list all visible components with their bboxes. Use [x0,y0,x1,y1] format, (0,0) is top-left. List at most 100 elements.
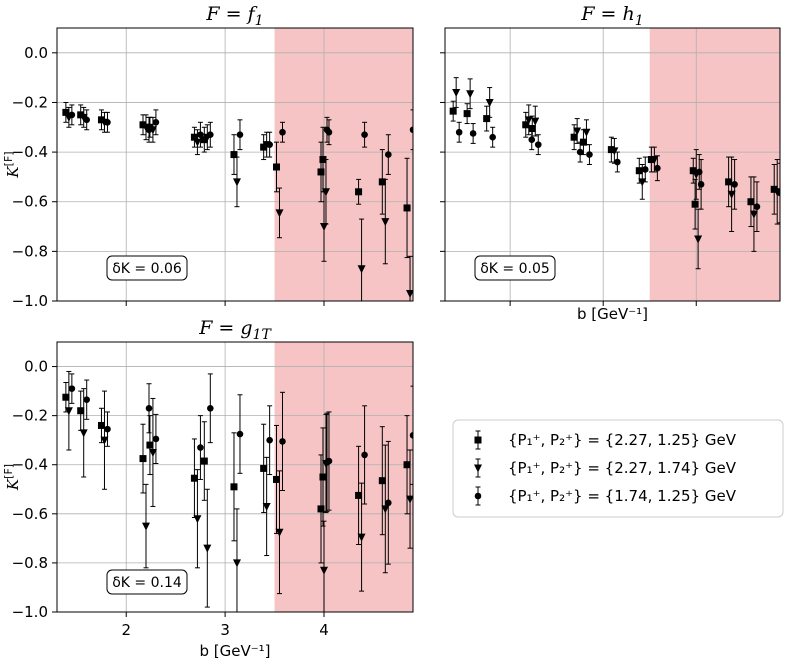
marker-circle [361,131,368,139]
marker-triangle-down [357,533,366,542]
marker-square [97,421,105,429]
marker-triangle-down [381,505,390,514]
marker-circle [409,431,413,439]
marker-square [260,464,268,472]
marker-circle [697,181,705,188]
legend-marker-triangle-down [474,464,482,473]
legend-marker-circle [474,492,482,500]
marker-triangle-down [638,178,647,187]
marker-square [190,133,198,141]
y-tick-label: 0.0 [24,44,48,62]
marker-circle [586,151,593,158]
marker-square [403,204,411,212]
marker-circle [325,457,333,465]
x-axis-label: b [GeV⁻¹] [199,642,270,660]
marker-square [355,188,363,196]
y-tick-label: −1.0 [12,292,48,310]
marker-circle [455,128,463,136]
marker-square [260,143,268,151]
shaded-region [649,28,780,301]
marker-triangle-down [406,290,413,299]
delta-k-label: δK = 0.06 [112,261,182,277]
marker-triangle-down [524,116,533,125]
delta-k-label: δK = 0.14 [112,575,182,591]
marker-triangle-down [275,209,284,218]
marker-circle [731,181,738,188]
marker-triangle-down [320,566,328,575]
legend: {P₁⁺, P₂⁺} = {2.27, 1.25} GeV {P₁⁺, P₂⁺} … [452,419,784,518]
marker-square [355,491,363,499]
marker-circle [385,151,392,158]
axes-frame [444,27,781,302]
marker-square [146,441,154,449]
marker-square [317,505,325,513]
marker-circle [361,451,368,459]
marker-triangle-down [203,544,212,553]
delta-k-box [106,255,188,281]
legend-marker-square [474,436,482,444]
marker-triangle-down [727,190,736,199]
marker-square [528,125,536,133]
legend-label: {P₁⁺, P₂⁺} = {2.27, 1.74} GeV [508,459,737,477]
marker-triangle-down [573,127,582,136]
marker-square [200,457,208,465]
y-tick-label: −0.4 [12,456,48,474]
marker-circle [528,136,536,143]
marker-square [378,477,386,485]
marker-circle [83,116,90,124]
marker-square [62,108,70,116]
marker-triangle-down [275,528,284,537]
legend-frame [452,419,784,518]
delta-k-label: δK = 0.05 [480,261,550,277]
marker-circle [266,141,273,148]
marker-square [139,455,147,463]
marker-triangle-down [694,235,703,244]
panel-1: 0.0 −0.2 −0.4 −0.6 −0.8 −1.0 F = f1 K[F] δK = 0.… [2,3,414,310]
marker-triangle-down [321,188,330,197]
marker-circle [385,499,392,507]
marker-square [579,138,587,146]
marker-triangle-down [320,223,328,232]
marker-square [190,474,198,482]
marker-circle [325,128,333,136]
marker-triangle-down [100,436,109,445]
marker-triangle-down [79,113,88,122]
legend-label: {P₁⁺, P₂⁺} = {1.74, 1.25} GeV [508,487,737,505]
marker-triangle-down [148,448,157,457]
y-tick-label: 0.0 [24,358,48,376]
marker-square [200,136,208,144]
y-tick-label: −0.8 [12,554,48,572]
delta-k-box [106,569,188,595]
marker-square [635,167,643,175]
panel-title: F = h1 [580,3,643,29]
marker-circle [197,444,204,451]
marker-square [319,473,327,481]
y-axis-label: K[F] [2,151,22,178]
marker-circle [654,164,661,172]
x-tick-label: 4 [319,621,329,639]
delta-k-box [474,255,556,281]
marker-triangle-down [773,188,780,197]
marker-triangle-down [193,515,202,524]
marker-square [449,107,457,115]
marker-circle [534,141,542,148]
marker-circle [68,111,76,119]
legend-entry: {P₁⁺, P₂⁺} = {2.27, 1.74} GeV [474,458,737,478]
marker-square [378,178,386,186]
marker-square [77,407,85,415]
marker-square [570,133,578,141]
marker-circle [152,119,160,126]
marker-triangle-down [232,559,241,568]
marker-circle [145,404,153,412]
marker-square [522,121,530,129]
panel-2: F = h1 b [GeV⁻¹] δK = 0.05 [440,3,781,323]
marker-circle [641,166,649,173]
y-tick-label: −0.2 [12,407,48,425]
marker-circle [68,385,76,392]
marker-triangle-down [466,90,475,99]
panel-title: F = f1 [205,3,263,29]
marker-square [319,156,327,164]
axes-frame [56,341,414,613]
marker-square [607,146,615,154]
marker-circle [576,148,584,156]
